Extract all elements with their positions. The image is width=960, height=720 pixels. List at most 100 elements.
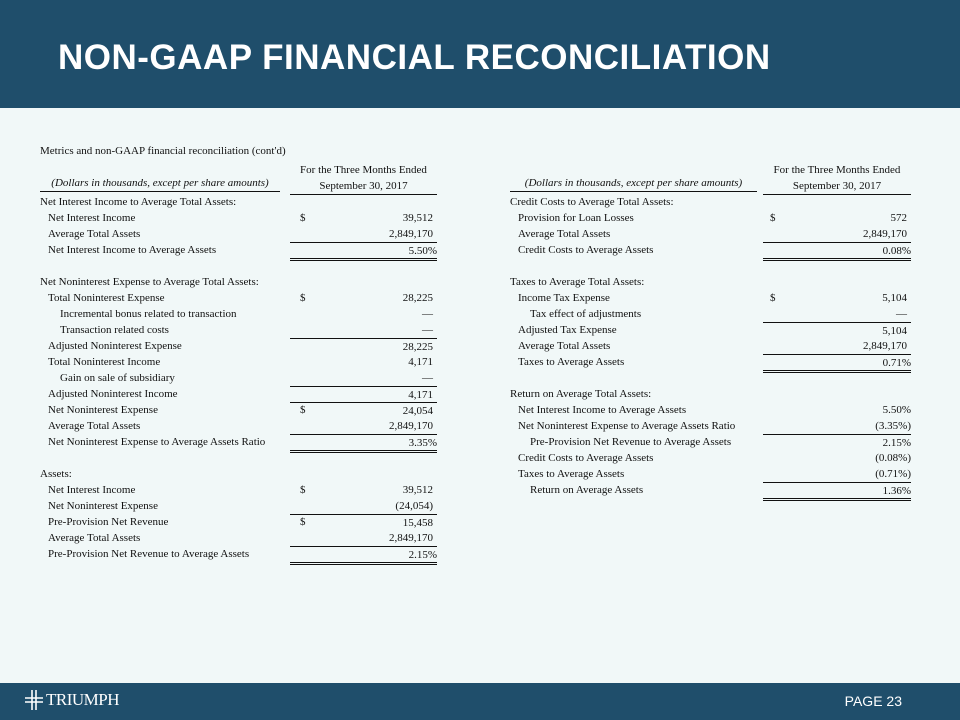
table-header: (Dollars in thousands, except per share …	[40, 162, 440, 195]
spacer-row	[510, 258, 913, 274]
row-label: Adjusted Noninterest Expense	[48, 340, 182, 352]
period-line-1: For the Three Months Ended	[300, 164, 427, 176]
table-row: Net Interest Income to Average Assets 5.5…	[510, 402, 913, 418]
row-value: 4,171	[408, 356, 433, 368]
row-value: 3.35%	[290, 434, 437, 453]
table-row: Transaction related costs —	[40, 322, 440, 338]
row-label: Net Noninterest Expense to Average Asset…	[518, 420, 736, 432]
row-label: Incremental bonus related to transaction	[60, 308, 237, 320]
table-row: Average Total Assets 2,849,170	[510, 338, 913, 354]
table-row: Taxes to Average Assets 0.71%	[510, 354, 913, 373]
row-value: 4,171	[290, 386, 437, 402]
row-label: Net Interest Income to Average Assets	[48, 244, 217, 256]
row-value: (3.35%)	[875, 420, 911, 432]
table-row: Net Interest Income $39,512	[40, 210, 440, 226]
row-label: Pre-Provision Net Revenue to Average Ass…	[530, 436, 732, 448]
period-header: For the Three Months Ended September 30,…	[763, 162, 911, 195]
row-label: Net Interest Income	[48, 212, 136, 224]
section-heading-row: Credit Costs to Average Total Assets:	[510, 194, 913, 210]
row-label: Net Noninterest Expense to Average Asset…	[48, 436, 266, 448]
cross-icon	[25, 690, 43, 710]
page-title: NON-GAAP FINANCIAL RECONCILIATION	[58, 38, 771, 77]
period-line-2: September 30, 2017	[763, 178, 911, 195]
right-reconciliation-table: (Dollars in thousands, except per share …	[510, 162, 913, 501]
table-row: Taxes to Average Assets (0.71%)	[510, 466, 913, 482]
table-row: Net Interest Income $39,512	[40, 482, 440, 498]
row-label: Return on Average Total Assets:	[510, 388, 652, 400]
table-row: Average Total Assets 2,849,170	[40, 226, 440, 242]
units-note: (Dollars in thousands, except per share …	[40, 177, 280, 192]
table-row: Total Noninterest Income 4,171	[40, 354, 440, 370]
period-header: For the Three Months Ended September 30,…	[290, 162, 437, 195]
row-value: 2,849,170	[863, 228, 907, 240]
section-heading-row: Assets:	[40, 466, 440, 482]
row-label: Net Noninterest Expense	[48, 500, 158, 512]
row-value: (0.71%)	[875, 468, 911, 480]
row-label: Taxes to Average Assets	[518, 468, 625, 480]
section-heading-row: Net Interest Income to Average Total Ass…	[40, 194, 440, 210]
row-value: —	[422, 372, 433, 384]
row-label: Tax effect of adjustments	[530, 308, 642, 320]
row-label: Adjusted Tax Expense	[518, 324, 617, 336]
table-row: Average Total Assets 2,849,170	[40, 530, 440, 546]
row-value: 2,849,170	[863, 340, 907, 352]
row-value: 2,849,170	[389, 420, 433, 432]
row-label: Taxes to Average Assets	[518, 356, 625, 368]
dollar-sign: $	[300, 212, 306, 224]
table-row: Credit Costs to Average Assets (0.08%)	[510, 450, 913, 466]
table-row: Net Noninterest Expense $24,054	[40, 402, 440, 418]
row-label: Taxes to Average Total Assets:	[510, 276, 645, 288]
table-row: Net Interest Income to Average Assets 5.5…	[40, 242, 440, 261]
row-label: Net Noninterest Expense	[48, 404, 158, 416]
row-value: 2.15%	[290, 546, 437, 565]
table-row: Net Noninterest Expense to Average Asset…	[510, 418, 913, 434]
row-label: Provision for Loan Losses	[518, 212, 634, 224]
row-value: 15,458	[290, 514, 437, 530]
units-note: (Dollars in thousands, except per share …	[510, 177, 757, 192]
table-row: Average Total Assets 2,849,170	[40, 418, 440, 434]
row-value: 1.36%	[763, 482, 911, 501]
row-value: 28,225	[402, 292, 433, 304]
row-value: 28,225	[290, 338, 437, 354]
table-row: Provision for Loan Losses $572	[510, 210, 913, 226]
table-caption: Metrics and non-GAAP financial reconcili…	[40, 145, 286, 157]
row-label: Credit Costs to Average Total Assets:	[510, 196, 674, 208]
row-label: Pre-Provision Net Revenue to Average Ass…	[48, 548, 250, 560]
row-label: Net Interest Income	[48, 484, 136, 496]
row-label: Transaction related costs	[60, 324, 169, 336]
row-value: 5.50%	[882, 404, 911, 416]
dollar-sign: $	[300, 404, 306, 416]
table-row: Adjusted Noninterest Expense 28,225	[40, 338, 440, 354]
row-label: Average Total Assets	[48, 420, 141, 432]
row-value: 0.71%	[763, 354, 911, 373]
row-label: Average Total Assets	[48, 532, 141, 544]
table-row: Pre-Provision Net Revenue $15,458	[40, 514, 440, 530]
dollar-sign: $	[770, 212, 776, 224]
row-label: Credit Costs to Average Assets	[518, 244, 654, 256]
period-line-2: September 30, 2017	[290, 178, 437, 195]
row-value: 39,512	[402, 484, 433, 496]
table-row: Adjusted Tax Expense 5,104	[510, 322, 913, 338]
dollar-sign: $	[770, 292, 776, 304]
row-label: Credit Costs to Average Assets	[518, 452, 654, 464]
row-value: —	[422, 308, 433, 320]
row-value: 24,054	[290, 402, 437, 418]
table-row: Credit Costs to Average Assets 0.08%	[510, 242, 913, 261]
spacer-row	[510, 370, 913, 386]
row-label: Net Noninterest Expense to Average Total…	[40, 276, 259, 288]
row-value: (0.08%)	[875, 452, 911, 464]
row-value: 5,104	[882, 292, 907, 304]
table-row: Tax effect of adjustments —	[510, 306, 913, 322]
row-label: Average Total Assets	[48, 228, 141, 240]
page-number: PAGE 23	[844, 693, 902, 709]
table-header: (Dollars in thousands, except per share …	[510, 162, 913, 195]
row-label: Average Total Assets	[518, 340, 611, 352]
row-label: Income Tax Expense	[518, 292, 610, 304]
spacer-row	[40, 258, 440, 274]
dollar-sign: $	[300, 516, 306, 528]
row-label: Gain on sale of subsidiary	[60, 372, 175, 384]
spacer-row	[40, 450, 440, 466]
logo-text: TRIUMPH	[46, 690, 120, 709]
table-row: Net Noninterest Expense (24,054)	[40, 498, 440, 514]
table-row: Income Tax Expense $5,104	[510, 290, 913, 306]
